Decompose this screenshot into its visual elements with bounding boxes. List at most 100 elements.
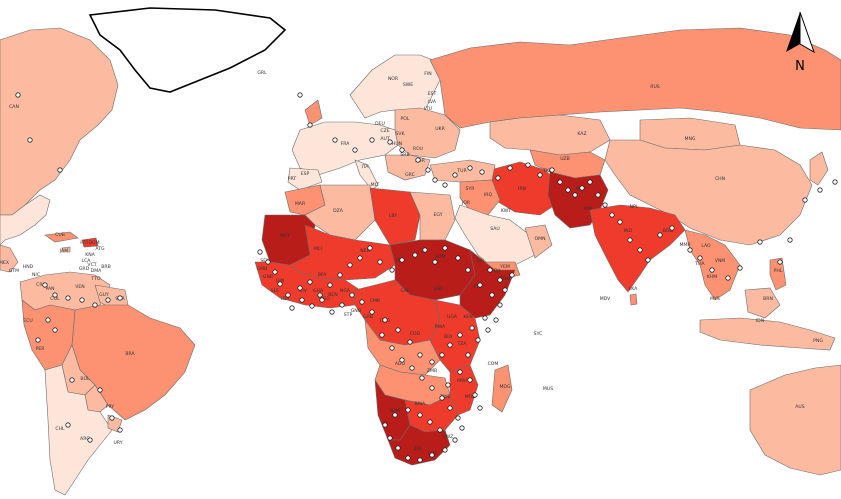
site-marker xyxy=(657,232,663,238)
country-label-tur: TUR xyxy=(456,168,467,174)
country-label-esp: ESP xyxy=(301,171,310,177)
country-label-srb: SRB xyxy=(400,152,409,158)
country-label-sdn: SDN xyxy=(435,254,445,260)
country-label-caf: CAF xyxy=(401,288,410,294)
region-jamaica xyxy=(61,246,71,253)
site-marker xyxy=(349,292,355,298)
country-label-grl: GRL xyxy=(257,70,267,76)
country-label-cri: CRI xyxy=(36,282,44,288)
country-label-dji: DJI xyxy=(494,268,500,274)
country-label-prt: PRT xyxy=(288,176,297,182)
europe xyxy=(287,54,461,191)
country-label-mex: MEX xyxy=(0,260,9,266)
site-marker xyxy=(687,247,693,253)
country-label-irn: IRN xyxy=(518,186,526,192)
country-label-civ: CIV xyxy=(299,288,308,294)
country-label-jam: JAM xyxy=(59,248,68,254)
country-label-ltu: LTU xyxy=(424,106,432,112)
site-marker xyxy=(357,255,363,261)
site-marker xyxy=(549,167,555,173)
site-marker xyxy=(465,352,471,358)
site-marker xyxy=(437,427,443,433)
country-label-lby: LBY xyxy=(389,213,397,219)
country-label-rwa: RWA xyxy=(435,324,446,330)
country-label-mar: MAR xyxy=(295,201,306,207)
site-marker xyxy=(15,92,21,98)
site-marker xyxy=(97,387,103,393)
site-marker xyxy=(495,175,501,181)
site-marker xyxy=(257,249,263,255)
country-label-dma: DMA xyxy=(91,268,103,274)
country-label-swe: SWE xyxy=(403,82,413,88)
country-label-ben: BEN xyxy=(328,292,338,298)
country-label-mys: MYS xyxy=(710,296,720,302)
country-label-bra: BRA xyxy=(125,351,135,357)
country-label-ury: URY xyxy=(113,440,122,446)
region-congo-basin xyxy=(364,318,441,376)
north-arrow-icon-right xyxy=(799,11,815,54)
site-marker xyxy=(395,445,401,451)
site-marker xyxy=(327,282,333,288)
site-marker xyxy=(537,172,543,178)
site-marker xyxy=(445,382,451,388)
country-label-egy: EGY xyxy=(433,212,442,218)
site-marker xyxy=(477,405,483,411)
region-japan xyxy=(809,151,829,186)
site-marker xyxy=(317,292,323,298)
site-marker xyxy=(297,92,303,98)
site-marker xyxy=(557,179,563,185)
caribbean xyxy=(44,231,99,253)
region-greenland xyxy=(88,7,287,93)
country-label-mng: MNG xyxy=(685,136,696,142)
site-marker xyxy=(777,259,783,265)
region-mexico xyxy=(0,244,19,273)
country-label-ecu: ECU xyxy=(23,318,32,324)
site-marker xyxy=(467,377,473,383)
country-label-grc: GRC xyxy=(405,172,415,178)
site-marker xyxy=(709,267,715,273)
country-label-dza: DZA xyxy=(333,208,344,214)
country-label-ken: KEN xyxy=(463,314,472,320)
country-label-ukr: UKR xyxy=(435,126,445,132)
site-marker xyxy=(69,377,75,383)
country-label-lva: LVA xyxy=(428,99,437,105)
site-marker xyxy=(455,415,461,421)
site-marker xyxy=(467,165,473,171)
site-marker xyxy=(299,297,305,303)
region-mozambique xyxy=(449,364,479,416)
site-marker xyxy=(572,192,578,198)
site-marker xyxy=(407,339,413,345)
region-mali-niger xyxy=(289,224,396,281)
country-label-kwt: KWT xyxy=(501,208,511,214)
country-label-svk: SVK xyxy=(395,131,405,137)
site-marker xyxy=(579,185,585,191)
country-label-grd: GRD xyxy=(79,266,90,272)
country-label-gha: GHA xyxy=(313,288,324,294)
country-label-png: PNG xyxy=(813,338,823,344)
site-marker xyxy=(787,237,793,243)
site-marker xyxy=(475,337,481,343)
site-marker xyxy=(337,272,343,278)
country-label-col: COL xyxy=(50,296,60,302)
site-marker xyxy=(105,297,111,303)
site-marker xyxy=(452,437,458,443)
site-marker xyxy=(409,365,415,371)
site-marker xyxy=(382,317,388,323)
site-marker xyxy=(802,197,808,203)
region-borneo xyxy=(744,287,781,319)
region-uk xyxy=(304,99,323,126)
country-label-uga: UGA xyxy=(447,314,458,320)
country-label-rou: ROU xyxy=(413,146,423,152)
site-marker xyxy=(455,255,461,261)
country-label-bdi: BDI xyxy=(444,334,452,340)
country-label-cze: CZE xyxy=(380,128,389,134)
country-label-pry: PRY xyxy=(106,404,115,410)
site-marker xyxy=(332,137,338,143)
country-label-fin: FIN xyxy=(424,71,431,77)
country-label-atg: ATG xyxy=(95,246,105,252)
site-marker xyxy=(442,182,448,188)
country-label-gin: GIN xyxy=(276,278,284,284)
country-label-mus: MUS xyxy=(543,386,553,392)
north-arrow: N xyxy=(786,11,815,74)
country-label-tkm: TKM xyxy=(542,168,553,174)
